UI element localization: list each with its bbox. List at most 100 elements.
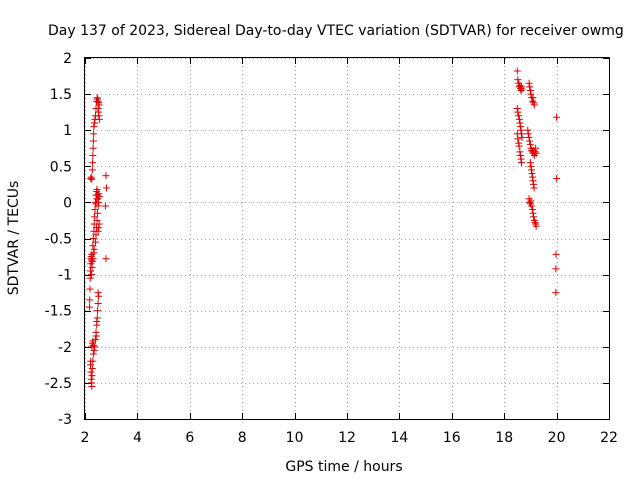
data-point [92, 200, 100, 208]
data-point [553, 175, 561, 183]
y-tick-label: 0 [63, 195, 72, 211]
data-point [87, 267, 95, 275]
data-point [91, 336, 99, 344]
data-point [94, 97, 102, 105]
data-point [89, 350, 97, 358]
y-tick-label: -1 [58, 268, 72, 284]
data-point [94, 289, 102, 297]
x-tick-label: 22 [600, 430, 618, 446]
data-point [93, 216, 101, 224]
data-point [526, 137, 534, 145]
y-tick-label: -2 [58, 340, 72, 356]
data-point [525, 133, 533, 141]
data-point [91, 238, 99, 246]
data-point [531, 219, 539, 227]
data-point [527, 166, 535, 174]
data-point [86, 274, 94, 282]
data-point [88, 364, 96, 372]
data-point [102, 172, 110, 180]
data-point [90, 130, 98, 138]
y-axis-label: SDTVAR / TECUs [6, 181, 22, 296]
data-point [86, 285, 94, 293]
axis-ticks: 2 4 6 8 10 12 14 16 18 20 2221.510.50-0.5-1-1.5-2-… [45, 51, 618, 446]
data-point [95, 112, 103, 120]
data-point [89, 137, 97, 145]
data-point [95, 190, 103, 198]
data-point [530, 213, 538, 221]
x-tick-label: 8 [238, 430, 247, 446]
data-point [89, 242, 97, 250]
data-point [532, 222, 540, 230]
data-point [515, 139, 523, 147]
data-point [93, 185, 101, 193]
data-point [89, 235, 97, 242]
data-point [90, 245, 98, 253]
data-point [532, 144, 540, 152]
data-point [528, 202, 536, 210]
data-point [553, 113, 561, 121]
x-tick-label: 14 [390, 430, 408, 446]
y-tick-label: -1.5 [45, 304, 72, 320]
data-point [530, 184, 538, 192]
y-tick-label: 1 [63, 123, 72, 139]
data-point [524, 126, 532, 134]
data-point [90, 123, 98, 131]
data-point [513, 130, 521, 138]
plot-frame [84, 57, 610, 420]
data-point [85, 303, 93, 311]
data-point [518, 85, 526, 93]
data-point [95, 220, 103, 228]
data-point [89, 357, 97, 365]
data-point [552, 250, 560, 258]
y-tick-label: 1.5 [50, 87, 72, 103]
data-point [87, 368, 95, 376]
data-point [526, 83, 534, 91]
data-point [514, 76, 522, 84]
grid-lines [85, 58, 610, 420]
data-point [93, 318, 101, 326]
x-tick-label: 16 [443, 430, 461, 446]
data-point [528, 206, 536, 214]
data-point [526, 159, 534, 167]
data-point [95, 292, 103, 300]
x-tick-label: 6 [185, 430, 194, 446]
data-point [90, 346, 98, 354]
y-tick-label: 2 [63, 51, 72, 67]
data-point [93, 314, 101, 322]
data-point [87, 175, 95, 183]
data-point [552, 289, 560, 297]
data-point [527, 90, 535, 98]
data-point [86, 296, 94, 304]
data-point [515, 112, 523, 120]
data-point [513, 105, 521, 113]
data-point [102, 184, 110, 192]
data-point [88, 166, 96, 174]
data-point [516, 119, 524, 127]
data-point [516, 148, 524, 156]
y-tick-label: -3 [58, 412, 72, 428]
data-point [92, 231, 100, 239]
data-point [532, 149, 540, 157]
data-point [90, 213, 98, 221]
data-point [102, 255, 110, 263]
data-point [515, 142, 523, 150]
data-point [516, 81, 524, 89]
data-point [527, 197, 535, 205]
data-point [529, 177, 537, 185]
data-point [515, 115, 523, 123]
x-tick-label: 4 [133, 430, 142, 446]
data-point [529, 94, 537, 102]
data-point [95, 224, 103, 232]
data-point [514, 108, 522, 116]
data-point [513, 67, 521, 75]
data-point [526, 86, 534, 94]
x-tick-label: 12 [338, 430, 356, 446]
data-point [525, 79, 533, 87]
data-point [518, 133, 526, 141]
data-point [526, 198, 534, 206]
data-point [93, 94, 101, 102]
y-tick-label: -0.5 [45, 232, 72, 248]
data-point [94, 191, 102, 199]
data-point [516, 151, 524, 159]
